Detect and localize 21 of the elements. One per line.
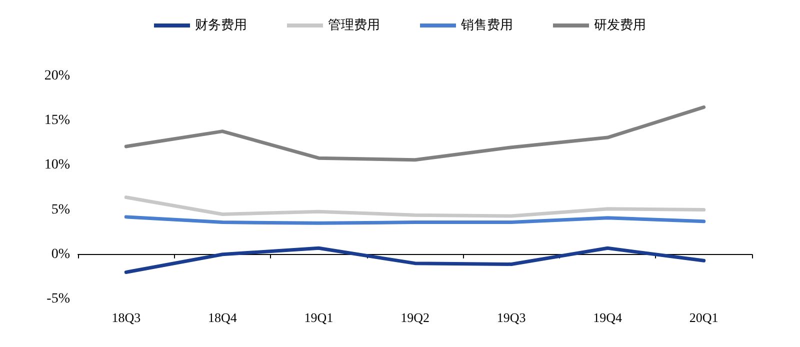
legend-label: 研发费用 <box>594 18 646 33</box>
legend-label: 财务费用 <box>195 18 247 33</box>
x-tick-label: 20Q1 <box>689 310 718 325</box>
y-tick-label: 20% <box>44 68 70 84</box>
line-series <box>124 196 706 218</box>
y-tick-label: 10% <box>44 158 70 173</box>
line-series <box>124 246 706 274</box>
line-series <box>124 215 706 225</box>
legend-label: 销售费用 <box>460 18 513 33</box>
y-tick-label: 0% <box>51 246 70 262</box>
x-tick-label: 19Q4 <box>593 310 623 325</box>
line-series <box>124 105 706 162</box>
legend-label: 管理费用 <box>328 18 380 33</box>
x-tick-label: 19Q2 <box>400 310 430 325</box>
x-tick-label: 19Q1 <box>304 310 334 325</box>
x-tick-label: 18Q3 <box>112 310 141 325</box>
x-tick-label: 19Q3 <box>496 310 526 325</box>
y-tick-label: 5% <box>51 202 70 218</box>
x-tick-label: 18Q4 <box>208 310 238 325</box>
y-tick-label: -5% <box>46 292 70 306</box>
y-tick-label: 15% <box>44 113 70 128</box>
